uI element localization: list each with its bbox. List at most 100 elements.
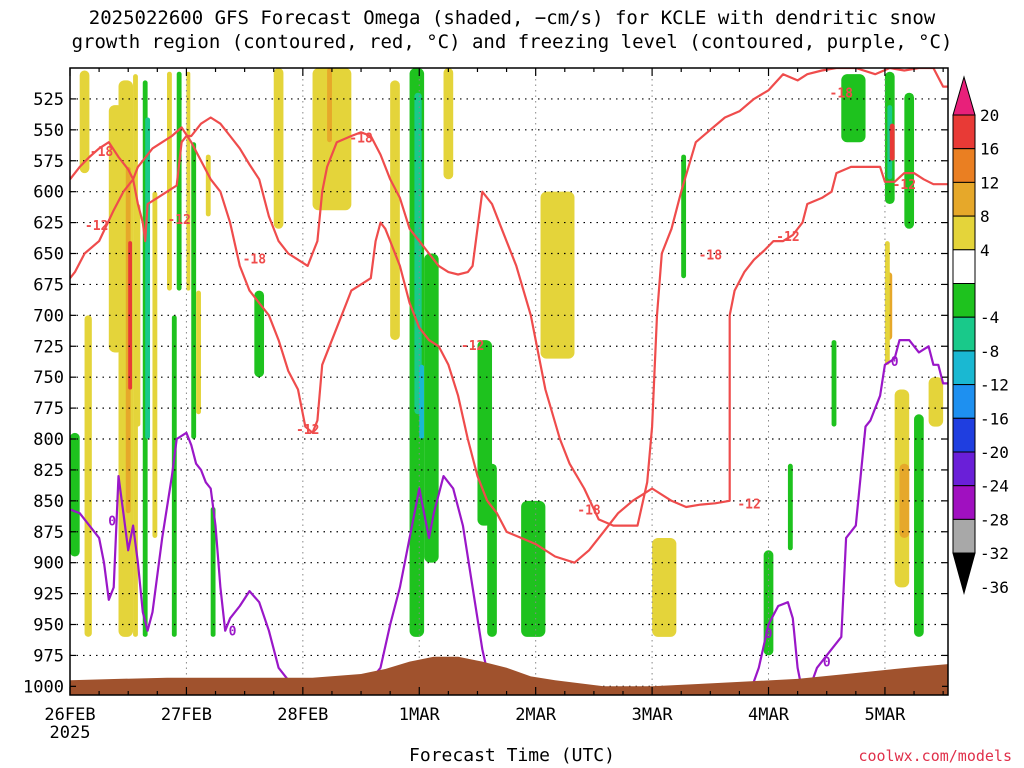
omega-region xyxy=(171,315,177,637)
omega-region xyxy=(884,241,890,365)
contour-label: 0 xyxy=(891,355,899,370)
y-tick-label: 750 xyxy=(33,368,64,388)
omega-region xyxy=(414,92,422,415)
colorbar-label: -4 xyxy=(980,308,999,327)
credit-link[interactable]: coolwx.com/models xyxy=(858,747,1012,765)
y-tick-label: 525 xyxy=(33,90,64,110)
x-tick-label: 3MAR xyxy=(632,705,674,725)
chart-title-line2: growth region (contoured, red, °C) and f… xyxy=(71,31,953,53)
colorbar-segment xyxy=(952,485,976,520)
y-tick-label: 850 xyxy=(33,492,64,512)
y-tick-label: 900 xyxy=(33,554,64,574)
colorbar-segment xyxy=(952,181,976,217)
omega-region xyxy=(196,290,201,415)
y-tick-label: 725 xyxy=(33,337,64,357)
colorbar-label: -32 xyxy=(980,544,1009,563)
dgz-contour-minus12 xyxy=(70,126,948,564)
contour-label: -18 xyxy=(577,503,601,518)
freezing-level-contour xyxy=(70,339,948,695)
contour-label: 0 xyxy=(108,515,116,530)
x-tick-label: 28FEB xyxy=(277,705,328,725)
contour-label: -12 xyxy=(776,230,799,245)
plot-frame xyxy=(69,67,949,696)
omega-region xyxy=(681,154,687,279)
dgz-contour-minus18 xyxy=(70,68,948,527)
colorbar-label: 20 xyxy=(980,106,999,125)
contour-label: 0 xyxy=(823,656,831,671)
contour-label: -18 xyxy=(243,252,267,267)
contour-label: -18 xyxy=(699,249,723,264)
y-tick-label: 825 xyxy=(33,461,64,481)
colorbar-top-arrow xyxy=(952,75,976,116)
contour-label: -12 xyxy=(167,213,190,228)
colorbar-label: -16 xyxy=(980,409,1009,428)
omega-region xyxy=(831,340,837,427)
x-tick-label: 4MAR xyxy=(748,705,790,725)
y-tick-label: 700 xyxy=(33,306,64,326)
y-tick-label: 925 xyxy=(33,585,64,605)
colorbar-segment xyxy=(952,518,976,554)
omega-region xyxy=(419,364,425,440)
y-tick-label: 950 xyxy=(33,616,64,636)
contour-label: -18 xyxy=(349,131,373,146)
y-tick-label: 650 xyxy=(33,245,64,265)
omega-region xyxy=(487,463,497,637)
x-tick-label: 2MAR xyxy=(515,705,557,725)
colorbar-label: 16 xyxy=(980,140,999,159)
contour-label: 0 xyxy=(765,627,773,642)
terrain-fill xyxy=(70,656,948,695)
omega-region xyxy=(205,154,211,217)
omega-region xyxy=(521,500,546,637)
y-tick-label: 675 xyxy=(33,275,64,295)
y-tick-label: 1000 xyxy=(23,677,64,697)
y-tick-label: 775 xyxy=(33,399,64,419)
colorbar-segment xyxy=(952,215,976,251)
omega-region xyxy=(787,463,793,551)
omega-region xyxy=(899,463,910,538)
colorbar-segment xyxy=(952,316,976,352)
omega-region xyxy=(79,70,90,174)
colorbar-label: 12 xyxy=(980,173,999,192)
omega-region xyxy=(135,204,141,427)
contour-label: -12 xyxy=(893,178,916,193)
chart-title: 2025022600 GFS Forecast Omega (shaded, −… xyxy=(0,6,1024,54)
omega-region xyxy=(652,537,677,637)
omega-region xyxy=(273,68,284,229)
omega-region xyxy=(540,191,575,359)
plot-layer: -12 -18 -12 -18 -12 -18 -12 -18 -18 -12 -12 -18 -12 0… xyxy=(70,68,948,695)
contour-label: -18 xyxy=(90,145,114,160)
omega-region xyxy=(128,241,133,390)
colorbar-label: -12 xyxy=(980,376,1009,395)
omega-region xyxy=(210,507,216,637)
colorbar-segment xyxy=(952,350,976,386)
contour-label: -12 xyxy=(85,219,108,234)
omega-region xyxy=(928,377,944,427)
colorbar-label: 8 xyxy=(980,207,990,226)
x-axis-title: Forecast Time (UTC) xyxy=(409,745,615,766)
y-tick-label: 600 xyxy=(33,183,64,203)
colorbar-label: -36 xyxy=(980,578,1009,597)
colorbar-segment xyxy=(952,148,976,183)
y-tick-label: 800 xyxy=(33,430,64,450)
omega-region xyxy=(167,71,172,291)
colorbar-label: -28 xyxy=(980,510,1009,529)
y-tick-label: 875 xyxy=(33,523,64,543)
omega-region xyxy=(84,315,92,637)
x-tick-label: 27FEB xyxy=(161,705,212,725)
chart-title-line1: 2025022600 GFS Forecast Omega (shaded, −… xyxy=(88,7,936,29)
colorbar-segment xyxy=(952,283,976,318)
omega-region xyxy=(70,432,80,557)
omega-region xyxy=(327,68,332,143)
colorbar-bottom-arrow xyxy=(952,552,976,595)
x-year-label: 2025 xyxy=(50,723,91,743)
omega-region xyxy=(443,68,454,180)
colorbar-label: -8 xyxy=(980,342,999,361)
omega-region xyxy=(841,74,866,143)
omega-region xyxy=(145,117,151,440)
colorbar-segment xyxy=(952,114,976,150)
y-tick-label: 575 xyxy=(33,152,64,172)
contour-label: -18 xyxy=(830,87,854,102)
omega-region xyxy=(390,80,400,341)
x-tick-label: 5MAR xyxy=(864,705,906,725)
